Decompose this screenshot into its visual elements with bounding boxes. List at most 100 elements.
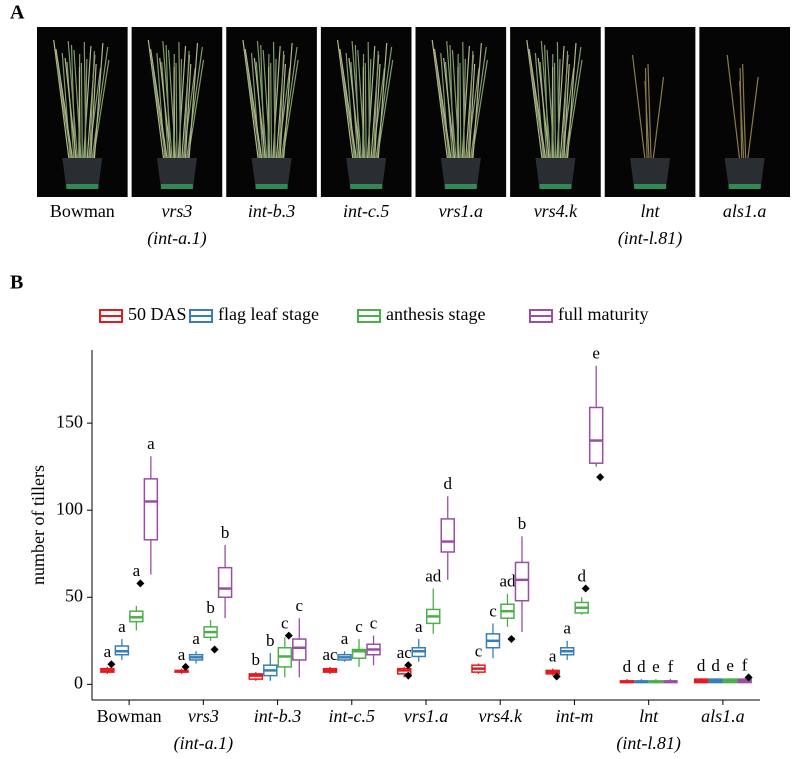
pot (156, 158, 197, 188)
significance-letter: a (118, 617, 126, 636)
significance-letter: c (489, 601, 497, 620)
plant-stem (446, 40, 457, 161)
plant-stem (529, 65, 546, 161)
y-tick-label: 0 (74, 672, 83, 692)
outlier (581, 584, 590, 593)
y-tick-label: 150 (56, 411, 83, 431)
plant-stem (459, 62, 462, 161)
plant-stem (184, 63, 192, 161)
plant-stem (537, 57, 551, 161)
x-tick-label: int-m (555, 706, 593, 726)
plant-stem (451, 49, 461, 161)
pot (630, 158, 671, 188)
plant-stem (566, 42, 577, 161)
y-axis-label: number of tillers (28, 465, 48, 585)
plant-stem (562, 50, 569, 161)
outlier (136, 579, 145, 588)
plant-stem (647, 63, 652, 161)
significance-letter: c (296, 596, 304, 615)
box (217, 566, 233, 599)
plant-stem (246, 65, 262, 161)
plant-stem (556, 41, 560, 161)
plant-stem (278, 50, 285, 161)
pot (535, 158, 576, 188)
pot (724, 158, 765, 188)
box (514, 561, 530, 602)
significance-letter: e (652, 657, 660, 676)
x-tick-label: vrs4.k (478, 706, 522, 726)
plant-stem (280, 46, 298, 161)
pot-base (634, 184, 667, 189)
plant-stem (469, 46, 487, 161)
plant-stem (91, 46, 109, 161)
box (588, 406, 604, 464)
plant-stem (256, 40, 268, 161)
pot-base (66, 184, 99, 189)
plant-stem (739, 80, 745, 161)
plant-stem (64, 57, 77, 161)
significance-letter: a (192, 629, 200, 648)
photo-label: vrs3 (161, 201, 192, 221)
significance-letter: c (281, 613, 289, 632)
significance-letter: ad (425, 566, 442, 585)
plant-stem (149, 48, 168, 161)
y-tick-label: 100 (56, 498, 83, 518)
box (143, 478, 159, 541)
significance-letter: b (266, 631, 275, 650)
plant-stem (644, 80, 650, 161)
significance-letter: d (444, 474, 453, 493)
plant-stem (270, 62, 273, 161)
plant-stem (472, 42, 482, 161)
photo-label: int-c.5 (343, 201, 390, 221)
significance-letter: a (133, 561, 141, 580)
plant-stem (467, 50, 474, 161)
significance-letter: e (592, 344, 600, 363)
significance-letter: a (563, 619, 571, 638)
box (351, 648, 367, 659)
outlier (107, 660, 116, 669)
plant-stem (631, 54, 646, 161)
plant-stem (747, 76, 759, 161)
plant-stem (377, 42, 388, 161)
plant-stem (357, 49, 366, 161)
plant-stem (175, 62, 178, 161)
plant-stem (67, 40, 79, 161)
plant-stem (159, 57, 172, 161)
plant-stem (53, 39, 70, 161)
plant-stem (282, 42, 293, 161)
outlier (552, 672, 561, 681)
pot (62, 158, 103, 188)
outlier (596, 473, 605, 482)
plant-stem (88, 50, 95, 161)
significance-letter: d (637, 657, 646, 676)
panel-label: A (10, 2, 25, 24)
outlier (744, 673, 753, 682)
y-tick-label: 50 (65, 585, 83, 605)
plant-stem (279, 63, 286, 161)
plant-stem (528, 48, 547, 161)
significance-letter: a (178, 645, 186, 664)
significance-letter: a (147, 434, 155, 453)
plant-stem (563, 63, 570, 161)
outlier (507, 635, 516, 644)
significance-letter: ac (397, 643, 413, 662)
x-tick-label: vrs3 (188, 706, 219, 726)
plant-stem (336, 39, 354, 161)
significance-letter: a (549, 647, 557, 666)
photo-label: lnt (641, 201, 661, 221)
outlier (404, 671, 413, 680)
outlier (404, 661, 413, 670)
pot-base (350, 184, 383, 189)
photo-label: als1.a (723, 201, 767, 221)
plant-stem (367, 41, 371, 161)
plant-stem (83, 41, 87, 161)
plant-stem (364, 62, 367, 161)
plant-stem (375, 46, 393, 161)
x-tick-label: int-c.5 (329, 706, 376, 726)
plant-stem (742, 63, 747, 161)
plant-stem (462, 41, 466, 161)
photo-label: Bowman (50, 201, 115, 221)
significance-letter: a (341, 629, 349, 648)
plant-stem (147, 39, 165, 161)
